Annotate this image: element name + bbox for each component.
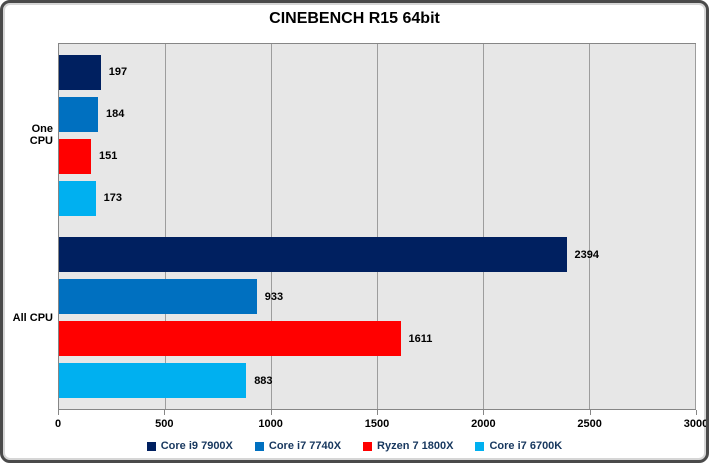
plot-area: 197 184 151 173 2394 933 1611 883 [58,43,696,410]
bar-ryzen-7-1800x [59,138,91,174]
gridline [377,44,378,409]
legend: Core i9 7900X Core i7 7740X Ryzen 7 1800X C… [3,440,706,452]
legend-swatch [475,441,485,451]
gridline [695,44,696,409]
legend-item: Core i9 7900X [146,440,233,452]
category-axis: One CPU All CPU [7,43,53,410]
bar-core-i7-6700k [59,363,247,399]
gridline [271,44,272,409]
bar-value-label: 173 [103,192,123,205]
bar-core-i7-6700k [59,180,96,216]
legend-swatch [254,441,264,451]
bar-row: 1611 [59,321,695,357]
bar-value-label: 151 [99,150,118,163]
legend-label: Ryzen 7 1800X [377,440,454,452]
bar-row: 197 [59,54,695,90]
bar-core-i7-7740x [59,96,98,132]
x-axis-tick-label: 2000 [471,418,496,430]
bar-row: 184 [59,96,695,132]
x-axis-tick [696,410,697,415]
legend-item: Core i7 6700K [475,440,562,452]
category-label: All CPU [12,312,53,325]
legend-swatch [146,441,156,451]
gridline [165,44,166,409]
bar-core-i9-7900x [59,237,567,273]
x-axis-tick-label: 1500 [364,418,390,430]
x-axis-tick [270,410,272,415]
x-axis-tick-label: 500 [155,418,174,430]
legend-item: Ryzen 7 1800X [363,440,453,452]
bar-value-label: 184 [106,108,125,121]
bar-ryzen-7-1800x [59,321,401,357]
category-label: One CPU [29,122,53,147]
x-axis-tick [164,410,166,415]
x-axis-tick [377,410,378,415]
legend-swatch [363,441,373,451]
bar-groups: 197 184 151 173 2394 933 1611 883 [59,44,695,409]
bar-group: 197 184 151 173 [59,44,695,227]
chart-frame: CINEBENCH R15 64bit 197 184 151 173 2394 933 1… [0,0,709,463]
bar-core-i7-7740x [59,279,257,315]
legend-label: Core i7 7740X [268,440,342,452]
bar-value-label: 883 [254,374,273,387]
legend-label: Core i9 7900X [160,440,233,452]
x-axis-tick [589,410,591,415]
chart-title: CINEBENCH R15 64bit [269,10,440,27]
gridline [483,44,484,409]
bar-row: 883 [59,363,695,399]
x-axis-tick-label: 0 [54,418,62,430]
bar-row: 2394 [59,237,695,273]
bar-value-label: 1611 [408,332,433,345]
gridline [589,44,590,409]
bar-row: 151 [59,138,695,174]
x-axis-tick-label: 2500 [577,418,602,430]
x-axis-tick [58,410,59,415]
bar-group: 2394 933 1611 883 [59,227,695,410]
bar-value-label: 933 [264,290,284,303]
bar-row: 173 [59,180,695,216]
x-axis-tick-label: 1000 [258,418,283,430]
x-axis: 0 500 1000 1500 2000 2500 3000 [54,410,706,436]
x-axis-tick [483,410,485,415]
bar-row: 933 [59,279,695,315]
x-axis-tick-label: 3000 [683,418,709,430]
bar-core-i9-7900x [59,54,101,90]
bar-value-label: 2394 [574,248,599,261]
bar-value-label: 197 [108,66,128,79]
legend-label: Core i7 6700K [489,440,563,452]
legend-item: Core i7 7740X [254,440,342,452]
